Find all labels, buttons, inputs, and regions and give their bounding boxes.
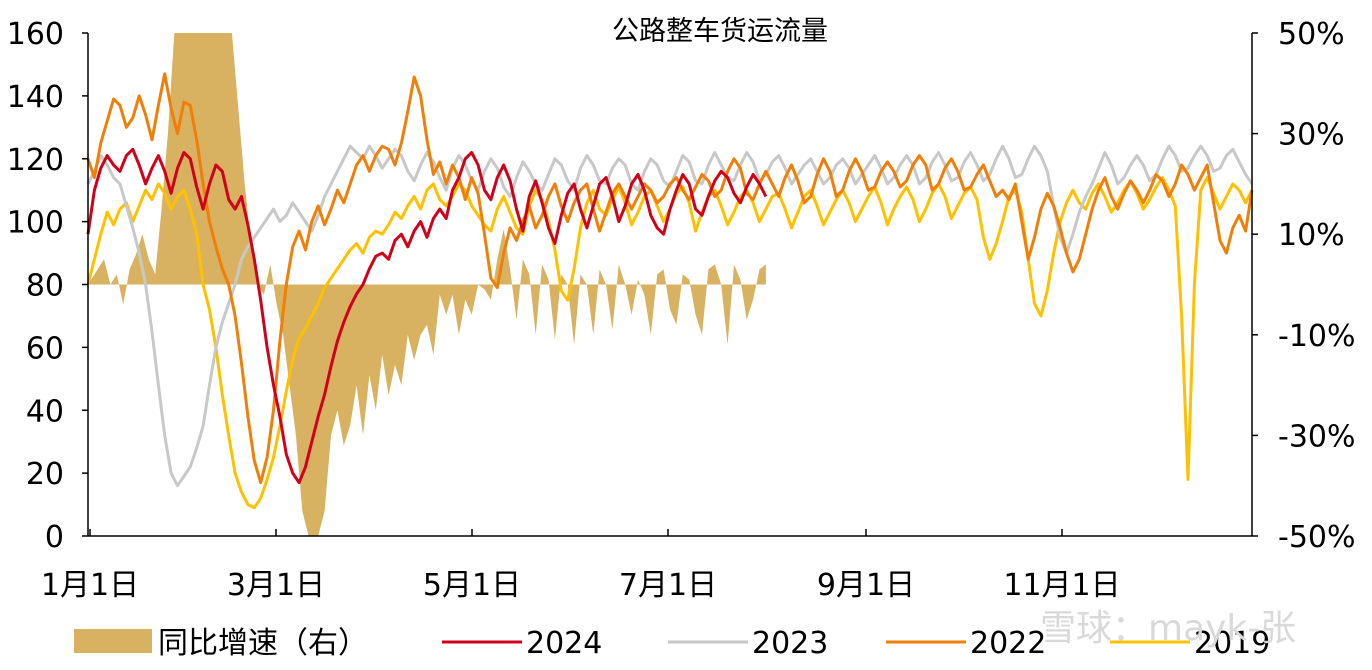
series-line-2024 [86,147,768,485]
line-series-layer [86,72,1254,510]
y-left-tick-label: 40 [26,394,64,429]
legend-label: 2022 [970,626,1046,661]
x-tick-label: 11月1日 [1003,568,1120,603]
y-left-tick-label: 120 [7,143,64,178]
x-tick-label: 1月1日 [41,568,139,603]
y-right-tick-label: -10% [1278,319,1356,354]
y-left-tick-label: 20 [26,457,64,492]
y-left-tick-label: 0 [45,520,64,555]
y-right-tick-label: 50% [1278,17,1345,52]
legend-label: 2024 [526,626,602,661]
yoy-area-layer [88,33,766,536]
legend-swatch [74,629,152,653]
axes-layer: 160 140 120 100 80 60 40 20 0 50% 30% 10% -10% -30% -5… [7,17,1356,603]
y-left-tick-label: 100 [7,206,64,241]
legend-label: 2019 [1194,626,1270,661]
legend-label: 同比增速（右） [158,626,368,661]
legend: 同比增速（右） 2024 2023 2022 2019 [74,626,1270,661]
legend-label: 2023 [752,626,828,661]
x-tick-label: 7月1日 [619,568,717,603]
y-left-tick-label: 160 [7,17,64,52]
chart-title: 公路整车货运流量 [612,16,828,47]
watermark-text: 雪球：mayk-张 [1040,608,1296,649]
x-tick-label: 5月1日 [423,568,521,603]
x-tick-label: 9月1日 [817,568,915,603]
y-left-tick-label: 60 [26,331,64,366]
y-right-tick-label: -30% [1278,419,1356,454]
y-left-tick-label: 140 [7,80,64,115]
series-area-yoy [88,33,766,536]
y-right-tick-label: 30% [1278,118,1345,153]
y-left-tick-label: 80 [26,269,64,304]
y-right-tick-label: 10% [1278,218,1345,253]
series-line-2022 [86,72,1254,485]
y-right-tick-label: -50% [1278,520,1356,555]
x-tick-label: 3月1日 [227,568,325,603]
